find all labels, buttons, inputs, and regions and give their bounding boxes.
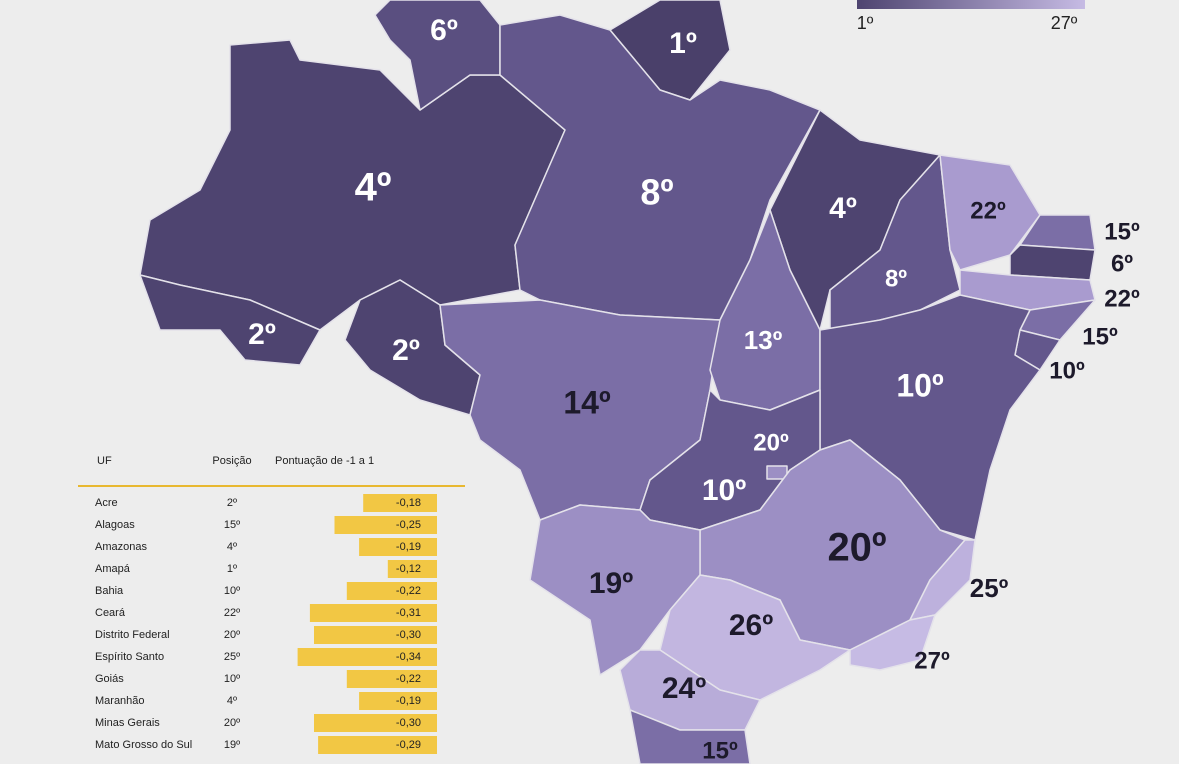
legend: 1º 27º: [857, 0, 1085, 33]
rank-label: 26º: [729, 609, 773, 642]
score-label: -0,22: [396, 585, 421, 597]
state: [629, 709, 751, 764]
score-label: -0,25: [396, 519, 421, 531]
table: UF Posição Pontuação de -1 a 1 Acre 2º -0,…: [78, 455, 465, 754]
uf-name: Alagoas: [95, 519, 135, 531]
uf-name: Goiás: [95, 673, 124, 685]
score-label: -0,22: [396, 673, 421, 685]
state: [499, 14, 821, 321]
position: 4º: [227, 695, 237, 707]
state: [766, 465, 788, 480]
score-label: -0,30: [396, 629, 421, 641]
rank-label: 10º: [896, 367, 944, 403]
position: 2º: [227, 497, 237, 509]
uf-name: Minas Gerais: [95, 717, 160, 729]
state: [849, 614, 936, 671]
table-header: UF: [97, 455, 112, 467]
rank-label: 8º: [640, 172, 673, 213]
uf-name: Distrito Federal: [95, 629, 170, 641]
rank-label: 4º: [829, 192, 857, 225]
rank-label: 27º: [914, 647, 950, 674]
score-label: -0,31: [396, 607, 421, 619]
score-bar: [334, 516, 437, 534]
score-label: -0,29: [396, 739, 421, 751]
state: [139, 274, 321, 366]
position: 10º: [224, 585, 240, 597]
map-labels: 6º 1º 4º 8º 4º 22º 15º 6º 22º 15º 10º 8º…: [248, 14, 1140, 764]
uf-name: Ceará: [95, 607, 126, 619]
uf-name: Mato Grosso do Sul: [95, 739, 192, 751]
position: 25º: [224, 651, 240, 663]
score-label: -0,34: [396, 651, 421, 663]
rank-label: 22º: [1104, 285, 1140, 312]
score-bar: [363, 494, 437, 512]
rank-label: 25º: [970, 573, 1009, 603]
score-label: -0,19: [396, 541, 421, 553]
uf-name: Acre: [95, 497, 118, 509]
table-header: Posição: [212, 455, 251, 467]
score-bar: [387, 560, 437, 578]
rank-label: 8º: [885, 265, 907, 292]
score-bar: [314, 626, 437, 644]
map: [139, 0, 1096, 764]
score-bar: [309, 604, 437, 622]
uf-name: Amapá: [95, 563, 131, 575]
uf-name: Bahia: [95, 585, 124, 597]
score-label: -0,12: [396, 563, 421, 575]
position: 19º: [224, 739, 240, 751]
state: [374, 0, 501, 111]
uf-name: Espírito Santo: [95, 651, 164, 663]
rank-label: 1º: [669, 27, 697, 60]
position: 20º: [224, 629, 240, 641]
rank-label: 24º: [662, 672, 706, 705]
score-label: -0,30: [396, 717, 421, 729]
score-label: -0,18: [396, 497, 421, 509]
score-bar: [346, 670, 437, 688]
rank-label: 15º: [1082, 323, 1118, 350]
legend-max: 27º: [1051, 13, 1078, 33]
rank-label: 20º: [827, 526, 886, 570]
score-bar: [318, 736, 437, 754]
rank-label: 15º: [702, 737, 738, 764]
rank-label: 4º: [355, 166, 392, 210]
rank-label: 15º: [1104, 218, 1140, 245]
rank-label: 14º: [563, 384, 611, 420]
score-bar: [359, 692, 437, 710]
score-bar: [359, 538, 437, 556]
uf-name: Amazonas: [95, 541, 147, 553]
position: 4º: [227, 541, 237, 553]
table-header: Pontuação de -1 a 1: [275, 455, 374, 467]
score-bar: [297, 648, 437, 666]
rank-label: 10º: [1049, 357, 1085, 384]
position: 1º: [227, 563, 237, 575]
rank-label: 19º: [589, 567, 633, 600]
state: [1009, 244, 1096, 281]
position: 10º: [224, 673, 240, 685]
rank-label: 10º: [702, 474, 746, 507]
score-label: -0,19: [396, 695, 421, 707]
rank-label: 6º: [1111, 250, 1133, 277]
position: 20º: [224, 717, 240, 729]
rank-label: 20º: [753, 429, 789, 456]
position: 15º: [224, 519, 240, 531]
legend-gradient: [857, 0, 1085, 9]
rank-label: 13º: [744, 325, 783, 355]
rank-label: 22º: [970, 197, 1006, 224]
legend-min: 1º: [857, 13, 874, 33]
score-bar: [346, 582, 437, 600]
uf-name: Maranhão: [95, 695, 145, 707]
position: 22º: [224, 607, 240, 619]
rank-label: 6º: [430, 14, 458, 47]
rank-label: 2º: [392, 334, 420, 367]
state: [659, 574, 851, 701]
rank-label: 2º: [248, 318, 276, 351]
score-bar: [314, 714, 437, 732]
